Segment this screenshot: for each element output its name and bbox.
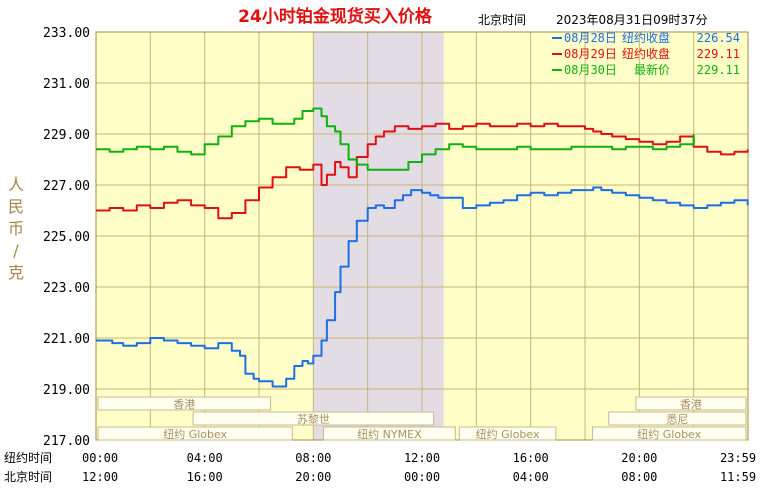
legend-text: 最新价	[634, 62, 670, 77]
x-tick-labels: 00:00 12:00 04:00 16:00 08:00 20:00 12:00 00:00…	[82, 451, 756, 484]
session-label: 香港	[680, 398, 702, 411]
y-tick-labels: 233.00 231.00 229.00 227.00 225.00 223.00 221.…	[43, 26, 90, 449]
y-tick-label: 231.00	[43, 77, 90, 92]
session-box	[635, 396, 747, 411]
session-box	[97, 426, 293, 441]
x-tick-label-ny: 23:59	[720, 451, 756, 465]
session-label: 纽约 Globex	[476, 427, 540, 441]
x-tick-label-ny: 04:00	[187, 451, 223, 465]
session-label: 纽约 Globex	[637, 427, 701, 441]
y-tick-label: 223.00	[43, 281, 90, 296]
legend-date: 08月28日	[564, 31, 617, 45]
x-tick-label-bj: 16:00	[187, 470, 223, 484]
legend-text: 纽约收盘	[622, 30, 670, 45]
x-row-label-bj: 北京时间	[4, 470, 52, 484]
series-line-08月29日	[96, 122, 749, 220]
x-row-label-ny: 纽约时间	[4, 450, 52, 465]
x-tick-label-ny: 20:00	[621, 451, 657, 465]
x-tick-label-ny: 00:00	[82, 451, 118, 465]
session-box	[97, 396, 272, 411]
grid-lines	[95, 31, 749, 441]
series-line-08月28日	[96, 186, 749, 388]
session-box	[322, 426, 456, 441]
session-label: 苏黎世	[297, 412, 330, 426]
legend-text: 纽约收盘	[622, 46, 670, 61]
session-label: 纽约 NYMEX	[357, 427, 422, 441]
session-box	[192, 411, 435, 426]
x-tick-label-bj: 04:00	[513, 470, 549, 484]
session-box	[591, 426, 747, 441]
legend-value: 226.54	[697, 31, 740, 45]
chart-title: 24小时铂金现货买入价格	[238, 6, 433, 27]
session-label: 悉尼	[666, 413, 688, 426]
legend: 08月28日 纽约收盘 226.54 08月29日 纽约收盘 229.11 08月30日 最新…	[552, 30, 740, 77]
y-axis-label-char: 民	[8, 197, 24, 216]
x-tick-label-ny: 16:00	[513, 451, 549, 465]
y-tick-label: 221.00	[43, 332, 90, 347]
datetime-label: 2023年08月31日09时37分	[556, 13, 708, 27]
x-tick-label-bj: 00:00	[404, 470, 440, 484]
session-label: 纽约 Globex	[163, 427, 227, 441]
y-axis-label-char: 币	[8, 219, 24, 238]
x-tick-label-bj: 08:00	[621, 470, 657, 484]
session-label: 香港	[173, 398, 195, 411]
x-tick-label-bj: 20:00	[295, 470, 331, 484]
series-line-08月30日	[96, 107, 695, 171]
y-axis-label-char: /	[13, 241, 19, 260]
y-tick-label: 225.00	[43, 230, 90, 245]
y-axis-label: 人民币 / 克	[8, 175, 24, 282]
legend-value: 229.11	[697, 47, 740, 61]
y-tick-label: 233.00	[43, 26, 90, 41]
legend-date: 08月30日	[564, 63, 617, 77]
session-box	[608, 411, 747, 426]
timezone-label: 北京时间	[478, 13, 526, 27]
legend-value: 229.11	[697, 63, 740, 77]
y-tick-label: 217.00	[43, 434, 90, 449]
y-axis-label-char: 克	[8, 263, 24, 282]
y-tick-label: 229.00	[43, 128, 90, 143]
price-lines	[96, 107, 749, 388]
y-tick-label: 219.00	[43, 383, 90, 398]
y-axis-label-char: 人	[8, 175, 24, 194]
x-tick-label-ny: 12:00	[404, 451, 440, 465]
legend-date: 08月29日	[564, 47, 617, 61]
session-box	[458, 426, 557, 441]
x-tick-label-ny: 08:00	[295, 451, 331, 465]
x-tick-label-bj: 11:59	[720, 470, 756, 484]
x-tick-label-bj: 12:00	[82, 470, 118, 484]
y-tick-label: 227.00	[43, 179, 90, 194]
